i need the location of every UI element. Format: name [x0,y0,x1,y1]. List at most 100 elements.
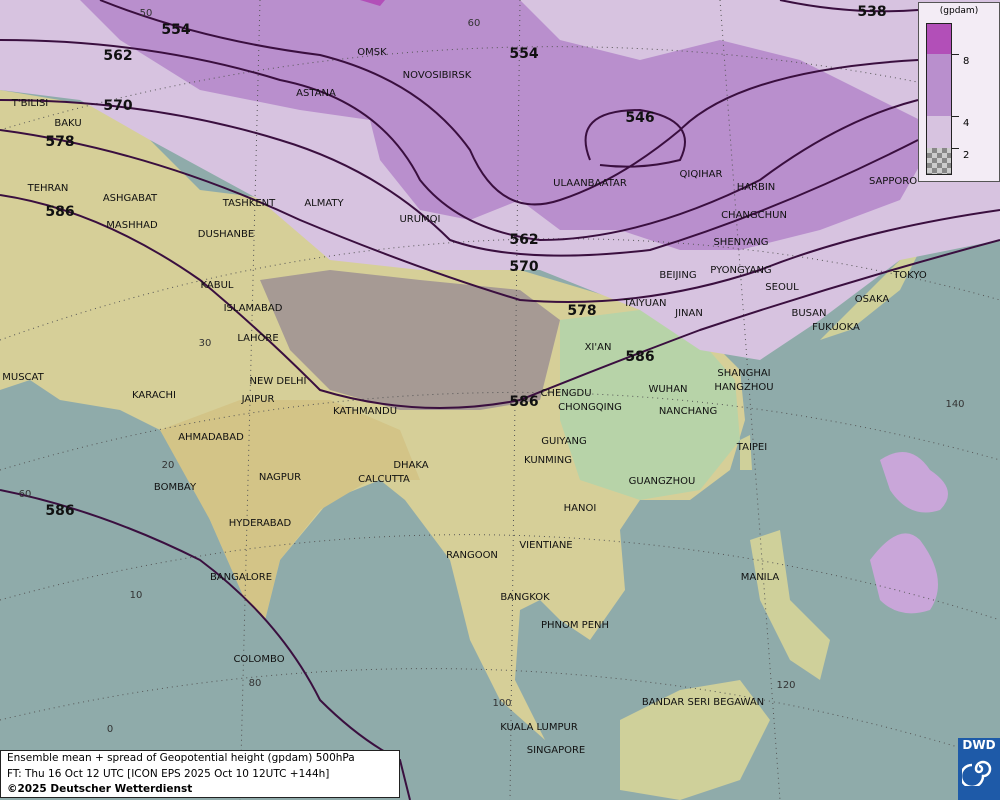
city-label: TASHKENT [222,198,276,209]
city-label: T'BILISI [11,98,48,109]
contour-label: 570 [509,259,538,275]
legend-swatch-4-8 [927,54,951,116]
city-label: ASHGABAT [103,193,158,204]
city-label: ALMATY [304,198,344,209]
spread-area-4-8 [80,0,940,250]
city-label: JINAN [674,308,703,319]
city-label: DHAKA [393,460,428,471]
city-label: PYONGYANG [710,265,771,276]
grid-label: 60 [468,18,481,29]
city-label: FUKUOKA [812,322,860,333]
legend-swatch-8plus [927,24,951,54]
city-labels: OMSK NOVOSIBIRSK ASTANA T'BILISI BAKU TEHRAN A… [2,47,927,756]
grid-label: 100 [492,698,511,709]
contour-label: 578 [45,134,74,150]
grid-label: 10 [130,590,143,601]
city-label: COLOMBO [233,654,284,665]
legend-tick [951,54,959,55]
city-label: CHONGQING [558,402,622,413]
spread-area-8plus [360,0,385,6]
city-label: PHNOM PENH [541,620,609,631]
contour-label: 554 [161,22,190,38]
contour-label: 578 [567,303,596,319]
city-label: BEIJING [659,270,696,281]
city-label: OMSK [357,47,387,58]
legend-unit: (gpdam) [939,6,979,16]
city-label: KARACHI [132,390,176,401]
info-box: Ensemble mean + spread of Geopotential h… [0,750,400,798]
city-label: TEHRAN [27,183,69,194]
dwd-logo: DWD [958,738,1000,800]
logo-text: DWD [962,738,996,752]
city-label: CALCUTTA [358,474,410,485]
contour-label: 586 [45,204,74,220]
land-green [560,310,740,500]
city-label: TOKYO [892,270,927,281]
city-label: ULAANBAATAR [553,178,627,189]
spread-area-pacific [870,452,948,614]
city-label: GUIYANG [541,436,586,447]
city-label: QIQIHAR [680,169,723,180]
contour-label: 546 [625,110,654,126]
city-label: SHANGHAI [717,368,770,379]
contour-label: 562 [509,232,538,248]
city-label: ASTANA [296,88,336,99]
city-label: NOVOSIBIRSK [403,70,472,81]
city-label: VIENTIANE [519,540,572,551]
legend-label-4: 4 [963,118,970,129]
legend: (gpdam) 8 4 2 [918,2,1000,182]
city-label: RANGOON [446,550,498,561]
city-label: TAIYUAN [623,298,667,309]
contour-label: 538 [857,4,886,20]
grid-label: 120 [776,680,795,691]
city-label: BAKU [54,118,81,129]
land-asia [0,90,745,740]
city-label: SINGAPORE [527,745,586,756]
swirl-icon [959,760,992,789]
spread-layer [0,0,1000,614]
city-label: CHANGCHUN [721,210,787,221]
city-label: HARBIN [737,182,776,193]
city-label: BUSAN [791,308,826,319]
contour-label: 554 [509,46,538,62]
legend-tick [951,116,959,117]
city-label: WUHAN [648,384,687,395]
city-label: BANGKOK [500,592,550,603]
city-label: SAPPORO [869,176,917,187]
city-label: DUSHANBE [198,229,254,240]
city-label: NAGPUR [259,472,301,483]
legend-label-2: 2 [963,150,970,161]
city-label: CHENGDU [540,388,591,399]
city-label: SEOUL [765,282,799,293]
legend-tick [951,148,959,149]
city-label: HANOI [564,503,597,514]
city-label: KATHMANDU [333,406,397,417]
grid-label: 140 [945,399,964,410]
contour-label: 562 [103,48,132,64]
city-label: MASHHAD [106,220,158,231]
contour-labels: 538 546 554 554 562 562 570 570 578 578 586 586 586 5… [45,4,886,519]
grid-label: 80 [249,678,262,689]
copyright: ©2025 Deutscher Wetterdienst [7,783,193,795]
land-india [160,400,420,620]
city-label: NEW DELHI [250,376,307,387]
city-label: BOMBAY [154,482,197,493]
city-label: JAIPUR [241,394,275,405]
grid-label: 0 [107,724,113,735]
grid-label: 20 [162,460,175,471]
map-title: Ensemble mean + spread of Geopotential h… [7,752,355,764]
city-label: GUANGZHOU [629,476,696,487]
city-label: BANGALORE [210,572,272,583]
city-label: BANDAR SERI BEGAWAN [642,697,764,708]
city-label: KABUL [201,280,234,291]
land-layer [0,90,930,800]
city-label: HYDERABAD [229,518,292,529]
grid-label: 60 [19,489,32,500]
city-label: HANGZHOU [714,382,773,393]
city-label: MANILA [741,572,780,583]
land-borneo [620,680,770,800]
city-label: AHMADABAD [178,432,244,443]
